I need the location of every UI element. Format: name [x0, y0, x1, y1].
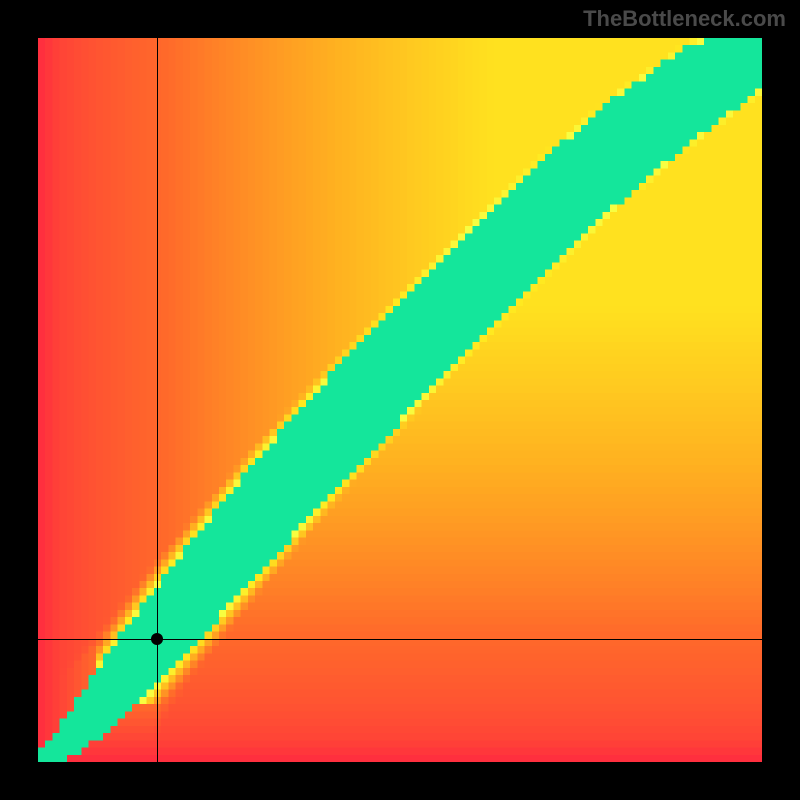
root-container: TheBottleneck.com — [0, 0, 800, 800]
marker-dot — [151, 633, 163, 645]
heatmap-canvas — [38, 38, 762, 762]
crosshair-horizontal — [38, 639, 762, 640]
heatmap-plot — [38, 38, 762, 762]
crosshair-vertical — [157, 38, 158, 762]
watermark: TheBottleneck.com — [583, 6, 786, 32]
